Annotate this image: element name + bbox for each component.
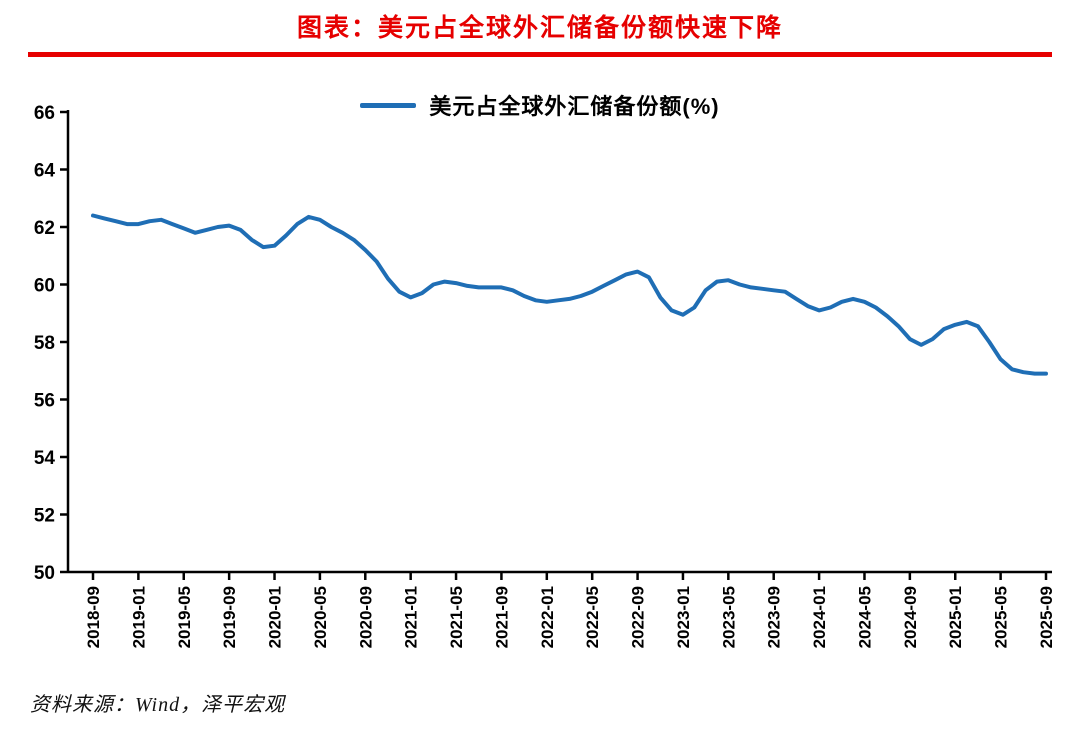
- x-tick-label: 2022-09: [629, 586, 648, 648]
- x-tick-label: 2023-09: [765, 586, 784, 648]
- x-tick-label: 2021-05: [447, 586, 466, 648]
- y-tick-label: 54: [34, 448, 56, 469]
- x-tick-label: 2018-09: [84, 586, 103, 648]
- y-tick-label: 60: [34, 276, 55, 297]
- x-axis-ticks: 2018-09 2019-01 2019-05 2019-09 2020-01 2020-…: [84, 572, 1056, 648]
- y-axis-ticks: 50 52 54 56 58 60 62 64 66: [34, 103, 68, 584]
- x-tick-label: 2024-01: [810, 586, 829, 648]
- x-tick-label: 2020-05: [311, 586, 330, 648]
- y-tick-label: 52: [34, 506, 55, 527]
- x-tick-label: 2023-01: [674, 586, 693, 648]
- y-tick-label: 58: [34, 333, 55, 354]
- chart-legend: 美元占全球外汇储备份额(%): [0, 88, 1080, 122]
- x-tick-label: 2025-01: [946, 586, 965, 648]
- y-tick-label: 62: [34, 218, 55, 239]
- y-tick-label: 50: [34, 563, 55, 584]
- x-tick-label: 2020-09: [356, 586, 375, 648]
- y-tick-label: 64: [34, 161, 56, 182]
- x-tick-label: 2019-05: [175, 586, 194, 648]
- x-tick-label: 2022-01: [538, 586, 557, 648]
- x-tick-label: 2025-05: [992, 586, 1011, 648]
- legend-line-swatch: [360, 102, 417, 108]
- y-tick-label: 56: [34, 391, 55, 412]
- chart-title: 图表：美元占全球外汇储备份额快速下降: [296, 15, 783, 42]
- source-note: 资料来源：Wind，泽平宏观: [30, 694, 286, 716]
- title-rule: [28, 52, 1052, 57]
- y-tick-label: 66: [34, 103, 55, 124]
- x-tick-label: 2021-09: [492, 586, 511, 648]
- x-tick-label: 2022-05: [583, 586, 602, 648]
- legend-label: 美元占全球外汇储备份额(%): [429, 94, 720, 119]
- x-tick-label: 2024-05: [855, 586, 874, 648]
- series-line: [91, 213, 1048, 376]
- x-tick-label: 2025-09: [1037, 586, 1056, 648]
- axes: [66, 110, 1052, 574]
- x-tick-label: 2020-01: [266, 586, 285, 648]
- x-tick-label: 2019-09: [220, 586, 239, 648]
- x-tick-label: 2024-09: [901, 586, 920, 648]
- x-tick-label: 2019-01: [129, 586, 148, 648]
- x-tick-label: 2021-01: [402, 586, 421, 648]
- x-tick-label: 2023-05: [719, 586, 738, 648]
